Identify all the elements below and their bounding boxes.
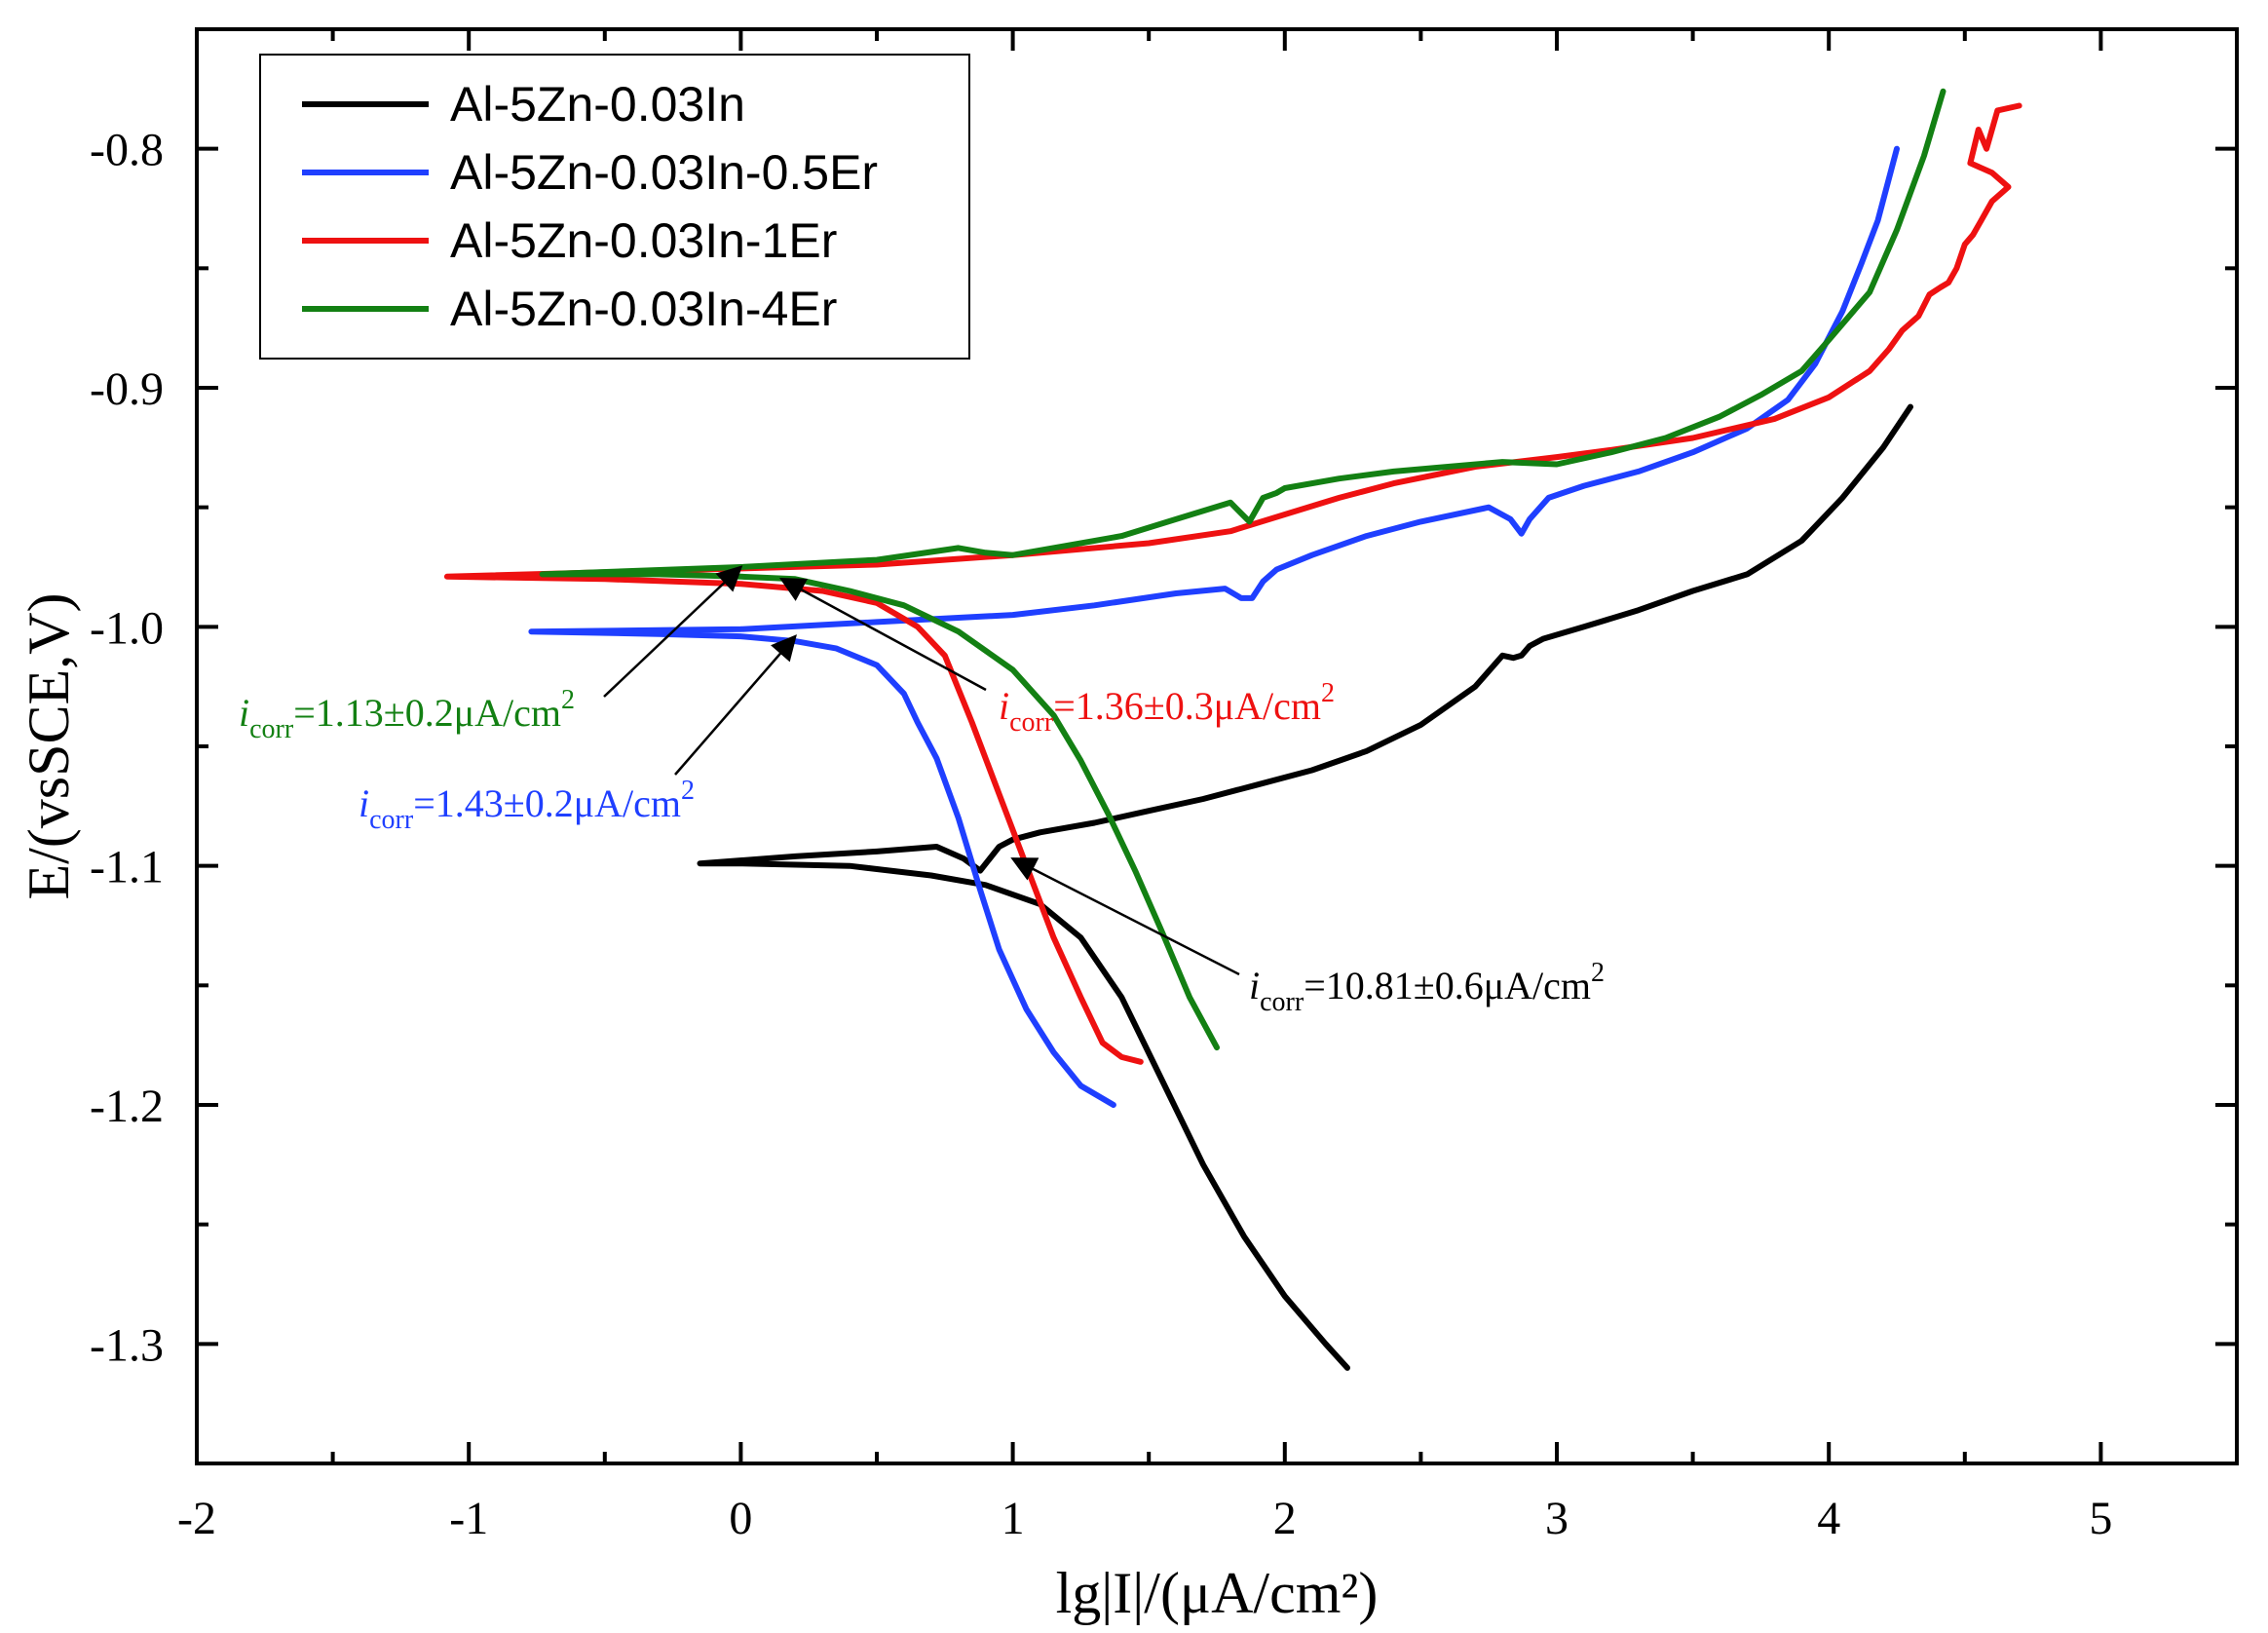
annotation-sup: 2 bbox=[561, 685, 575, 715]
x-tick-label: -2 bbox=[177, 1493, 216, 1544]
y-tick-label: -0.9 bbox=[90, 363, 164, 415]
annotation-value: =1.13±0.2μA/cm bbox=[293, 691, 561, 735]
annotation-label-2: icorr=1.43±0.2μA/cm2 bbox=[359, 776, 695, 835]
annotation-layer: icorr=1.13±0.2μA/cm2icorr=1.43±0.2μA/cm2… bbox=[239, 565, 1605, 1017]
annotation-label-1: icorr=1.13±0.2μA/cm2 bbox=[239, 685, 575, 744]
legend-label-2: Al-5Zn-0.03In-0.5Er bbox=[450, 145, 878, 200]
series-line-2 bbox=[528, 145, 1900, 1108]
annotation-sub: corr bbox=[369, 805, 414, 835]
y-tick-label: -0.8 bbox=[90, 125, 164, 176]
x-tick-label: 3 bbox=[1545, 1493, 1569, 1544]
legend-label-4: Al-5Zn-0.03In-4Er bbox=[450, 282, 837, 336]
axis-titles: lg|I|/(μA/cm²) E/(vsSCE,V) bbox=[17, 593, 1378, 1626]
annotation-value: =1.36±0.3μA/cm bbox=[1053, 684, 1321, 728]
x-tick-label: 4 bbox=[1817, 1493, 1840, 1544]
annotation-sup: 2 bbox=[1591, 958, 1605, 988]
x-tick-label: 0 bbox=[729, 1493, 752, 1544]
series-line-4 bbox=[539, 88, 1947, 1051]
annotation-sup: 2 bbox=[681, 776, 695, 806]
plot-layer: -2 -1 0 1 2 3 4 5 -0.8 -0.9 -1.0 -1.1 -1.2 -1.3 bbox=[90, 27, 2239, 1544]
y-tick-label: -1.1 bbox=[90, 842, 164, 893]
series-layer bbox=[443, 88, 2022, 1371]
x-tick-label: 1 bbox=[1002, 1493, 1025, 1544]
annotation-base: i bbox=[999, 684, 1009, 728]
legend-label-1: Al-5Zn-0.03In bbox=[450, 77, 745, 132]
y-tick-label: -1.0 bbox=[90, 602, 164, 654]
annotation-base: i bbox=[359, 781, 369, 825]
x-tick-label: 2 bbox=[1273, 1493, 1297, 1544]
annotation-arrow-1 bbox=[603, 565, 743, 698]
x-tick-label: -1 bbox=[449, 1493, 488, 1544]
y-tick-label: -1.3 bbox=[90, 1319, 164, 1371]
annotation-base: i bbox=[239, 691, 249, 735]
annotation-arrow-4 bbox=[1010, 857, 1240, 976]
annotation-sub: corr bbox=[1009, 707, 1054, 738]
series-line-3 bbox=[443, 102, 2022, 1065]
annotation-base: i bbox=[1249, 964, 1260, 1007]
x-tick-label: 5 bbox=[2089, 1493, 2112, 1544]
legend: Al-5Zn-0.03In Al-5Zn-0.03In-0.5Er Al-5Zn-0… bbox=[259, 54, 970, 360]
annotation-sub: corr bbox=[1260, 987, 1304, 1017]
annotation-arrow-3 bbox=[778, 578, 987, 692]
y-axis-title: E/(vsSCE,V) bbox=[17, 593, 81, 900]
annotation-label-4: icorr=10.81±0.6μA/cm2 bbox=[1249, 958, 1605, 1017]
annotation-sub: corr bbox=[249, 714, 294, 744]
annotation-value: =1.43±0.2μA/cm bbox=[413, 781, 681, 825]
annotation-label-3: icorr=1.36±0.3μA/cm2 bbox=[999, 678, 1335, 738]
x-axis-title: lg|I|/(μA/cm²) bbox=[1056, 1561, 1379, 1625]
annotation-sup: 2 bbox=[1321, 678, 1335, 708]
y-tick-label: -1.2 bbox=[90, 1081, 164, 1132]
series-line-1 bbox=[697, 403, 1913, 1371]
annotation-arrow-2 bbox=[674, 634, 797, 776]
legend-label-3: Al-5Zn-0.03In-1Er bbox=[450, 213, 837, 268]
annotation-value: =10.81±0.6μA/cm bbox=[1304, 964, 1591, 1007]
